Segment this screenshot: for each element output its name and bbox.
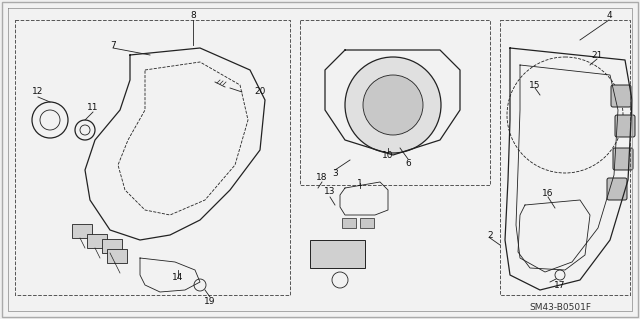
- FancyBboxPatch shape: [613, 148, 633, 170]
- Text: 20: 20: [254, 87, 266, 97]
- FancyBboxPatch shape: [607, 178, 627, 200]
- Text: 1: 1: [357, 179, 363, 188]
- FancyBboxPatch shape: [102, 239, 122, 253]
- FancyBboxPatch shape: [107, 249, 127, 263]
- Text: 19: 19: [204, 298, 216, 307]
- Text: 13: 13: [324, 188, 336, 197]
- Text: 3: 3: [332, 168, 338, 177]
- Text: SM43-B0501F: SM43-B0501F: [529, 303, 591, 313]
- Text: 10: 10: [382, 151, 394, 160]
- FancyBboxPatch shape: [342, 218, 356, 228]
- Text: 12: 12: [32, 87, 44, 97]
- Text: 15: 15: [529, 80, 541, 90]
- FancyBboxPatch shape: [360, 218, 374, 228]
- Text: 4: 4: [606, 11, 612, 20]
- Text: 21: 21: [591, 50, 603, 60]
- Text: 17: 17: [554, 280, 566, 290]
- Text: 16: 16: [542, 189, 554, 197]
- FancyBboxPatch shape: [310, 240, 365, 268]
- Text: 6: 6: [405, 159, 411, 167]
- Text: 8: 8: [190, 11, 196, 20]
- Text: 11: 11: [87, 103, 99, 113]
- Text: 2: 2: [487, 231, 493, 240]
- FancyBboxPatch shape: [72, 224, 92, 238]
- Text: 14: 14: [172, 272, 184, 281]
- FancyBboxPatch shape: [611, 85, 631, 107]
- Circle shape: [345, 57, 441, 153]
- Text: 18: 18: [316, 174, 328, 182]
- Circle shape: [363, 75, 423, 135]
- FancyBboxPatch shape: [87, 234, 107, 248]
- Text: 7: 7: [110, 41, 116, 49]
- FancyBboxPatch shape: [615, 115, 635, 137]
